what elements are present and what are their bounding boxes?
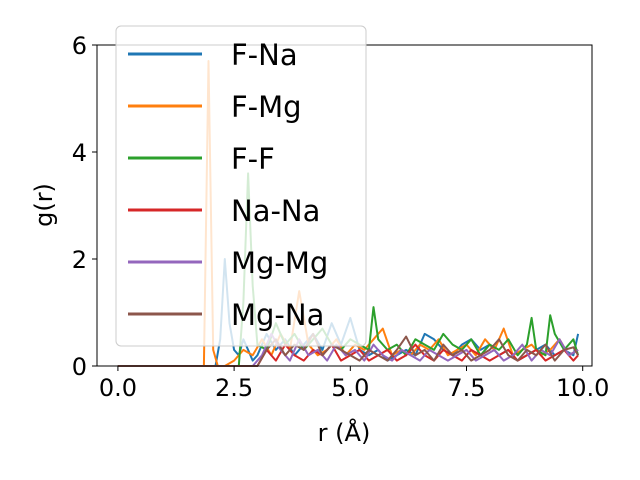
x-tick-label: 2.5 [215, 374, 253, 402]
legend-label-f-na: F-Na [231, 38, 298, 72]
y-axis-label: g(r) [30, 183, 58, 227]
series-line-mg-na [117, 332, 579, 367]
x-tick-label: 5.0 [331, 374, 369, 402]
y-tick-label: 2 [72, 246, 87, 274]
y-tick-label: 0 [72, 353, 87, 381]
legend: F-Na F-Mg F-F Na-Na Mg-Mg Mg-Na [115, 25, 367, 347]
x-axis: 0.0 2.5 5.0 7.5 10.0 [99, 366, 609, 402]
legend-label-mg-mg: Mg-Mg [231, 246, 328, 280]
y-tick-label: 6 [72, 32, 87, 60]
x-axis-label: r (Å) [318, 418, 371, 447]
x-tick-label: 7.5 [447, 374, 485, 402]
y-tick-label: 4 [72, 139, 87, 167]
series-line-f-mg [117, 60, 579, 367]
x-tick-label: 10.0 [556, 374, 609, 402]
series-line-na-na [117, 343, 579, 367]
legend-label-f-f: F-F [231, 142, 275, 176]
x-tick-label: 0.0 [99, 374, 137, 402]
legend-label-f-mg: F-Mg [231, 90, 302, 124]
legend-label-mg-na: Mg-Na [231, 298, 324, 332]
legend-label-na-na: Na-Na [231, 194, 320, 228]
y-axis: 0 2 4 6 [72, 32, 97, 381]
legend-items: F-Na F-Mg F-F Na-Na Mg-Mg Mg-Na [128, 38, 328, 332]
